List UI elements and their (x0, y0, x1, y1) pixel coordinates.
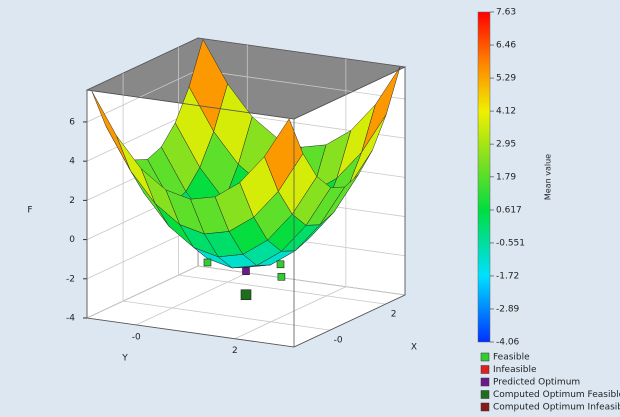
colorbar-tick-label: 6.46 (496, 41, 516, 51)
grid-line (234, 286, 347, 340)
colorbar-tick-label: 0.617 (496, 205, 522, 215)
legend-label: Infeasible (493, 365, 537, 375)
y-tick-label: -0 (132, 332, 141, 342)
point (277, 272, 286, 281)
z-tick-label: 2 (69, 196, 75, 206)
grid-line (197, 265, 406, 296)
colorbar-tick-label: -2.89 (496, 304, 520, 314)
colorbar-tick-label: 7.63 (496, 8, 516, 18)
grid-line (86, 69, 199, 123)
y-axis-label: Y (121, 354, 128, 364)
point (242, 267, 250, 276)
colorbar-tick-label: -0.551 (496, 238, 525, 248)
colorbar-tick-label: -4.06 (496, 338, 520, 348)
colorbar-label: Mean value (544, 154, 553, 200)
surface-cell (264, 118, 304, 192)
legend-label: Computed Optimum Feasible (493, 390, 620, 400)
x-tick-label: 2 (391, 310, 397, 320)
legend-swatch (480, 352, 490, 362)
z-tick-label: -4 (66, 314, 75, 324)
box-edge (86, 317, 295, 348)
x-tick-label: -0 (334, 336, 343, 346)
legend-label: Predicted Optimum (493, 378, 580, 388)
colorbar-tick-label: 2.95 (496, 140, 516, 150)
point (276, 260, 285, 269)
z-tick-label: 6 (69, 117, 75, 127)
colorbar-tick-label: 4.12 (496, 107, 516, 117)
z-tick-label: 4 (69, 157, 75, 167)
point (203, 258, 212, 267)
x-axis-label: X (411, 343, 417, 353)
grid-line (123, 300, 331, 331)
grid-line (197, 69, 406, 100)
box-edge (86, 89, 295, 120)
colorbar-tick-label: -1.72 (496, 271, 519, 281)
legend-label: Computed Optimum Infeasible (493, 403, 620, 413)
colorbar-tick-label: 1.79 (496, 172, 516, 182)
grid-line (86, 265, 199, 319)
z-tick-label: 0 (69, 235, 75, 245)
z-axis-label: F (27, 206, 32, 216)
grid-line (136, 272, 248, 326)
z-tick-label: -2 (66, 274, 75, 284)
y-tick-label: 2 (232, 346, 238, 356)
box-edge (293, 66, 406, 120)
colorbar (477, 11, 491, 343)
point (240, 289, 252, 301)
legend-label: Feasible (493, 353, 530, 363)
legend-swatch (480, 402, 490, 412)
grid-line (178, 274, 386, 305)
legend-swatch (480, 365, 490, 374)
legend-swatch (480, 377, 490, 387)
box-edge (293, 294, 406, 348)
legend-swatch (480, 390, 490, 399)
colorbar-tick-label: 5.29 (496, 74, 516, 84)
